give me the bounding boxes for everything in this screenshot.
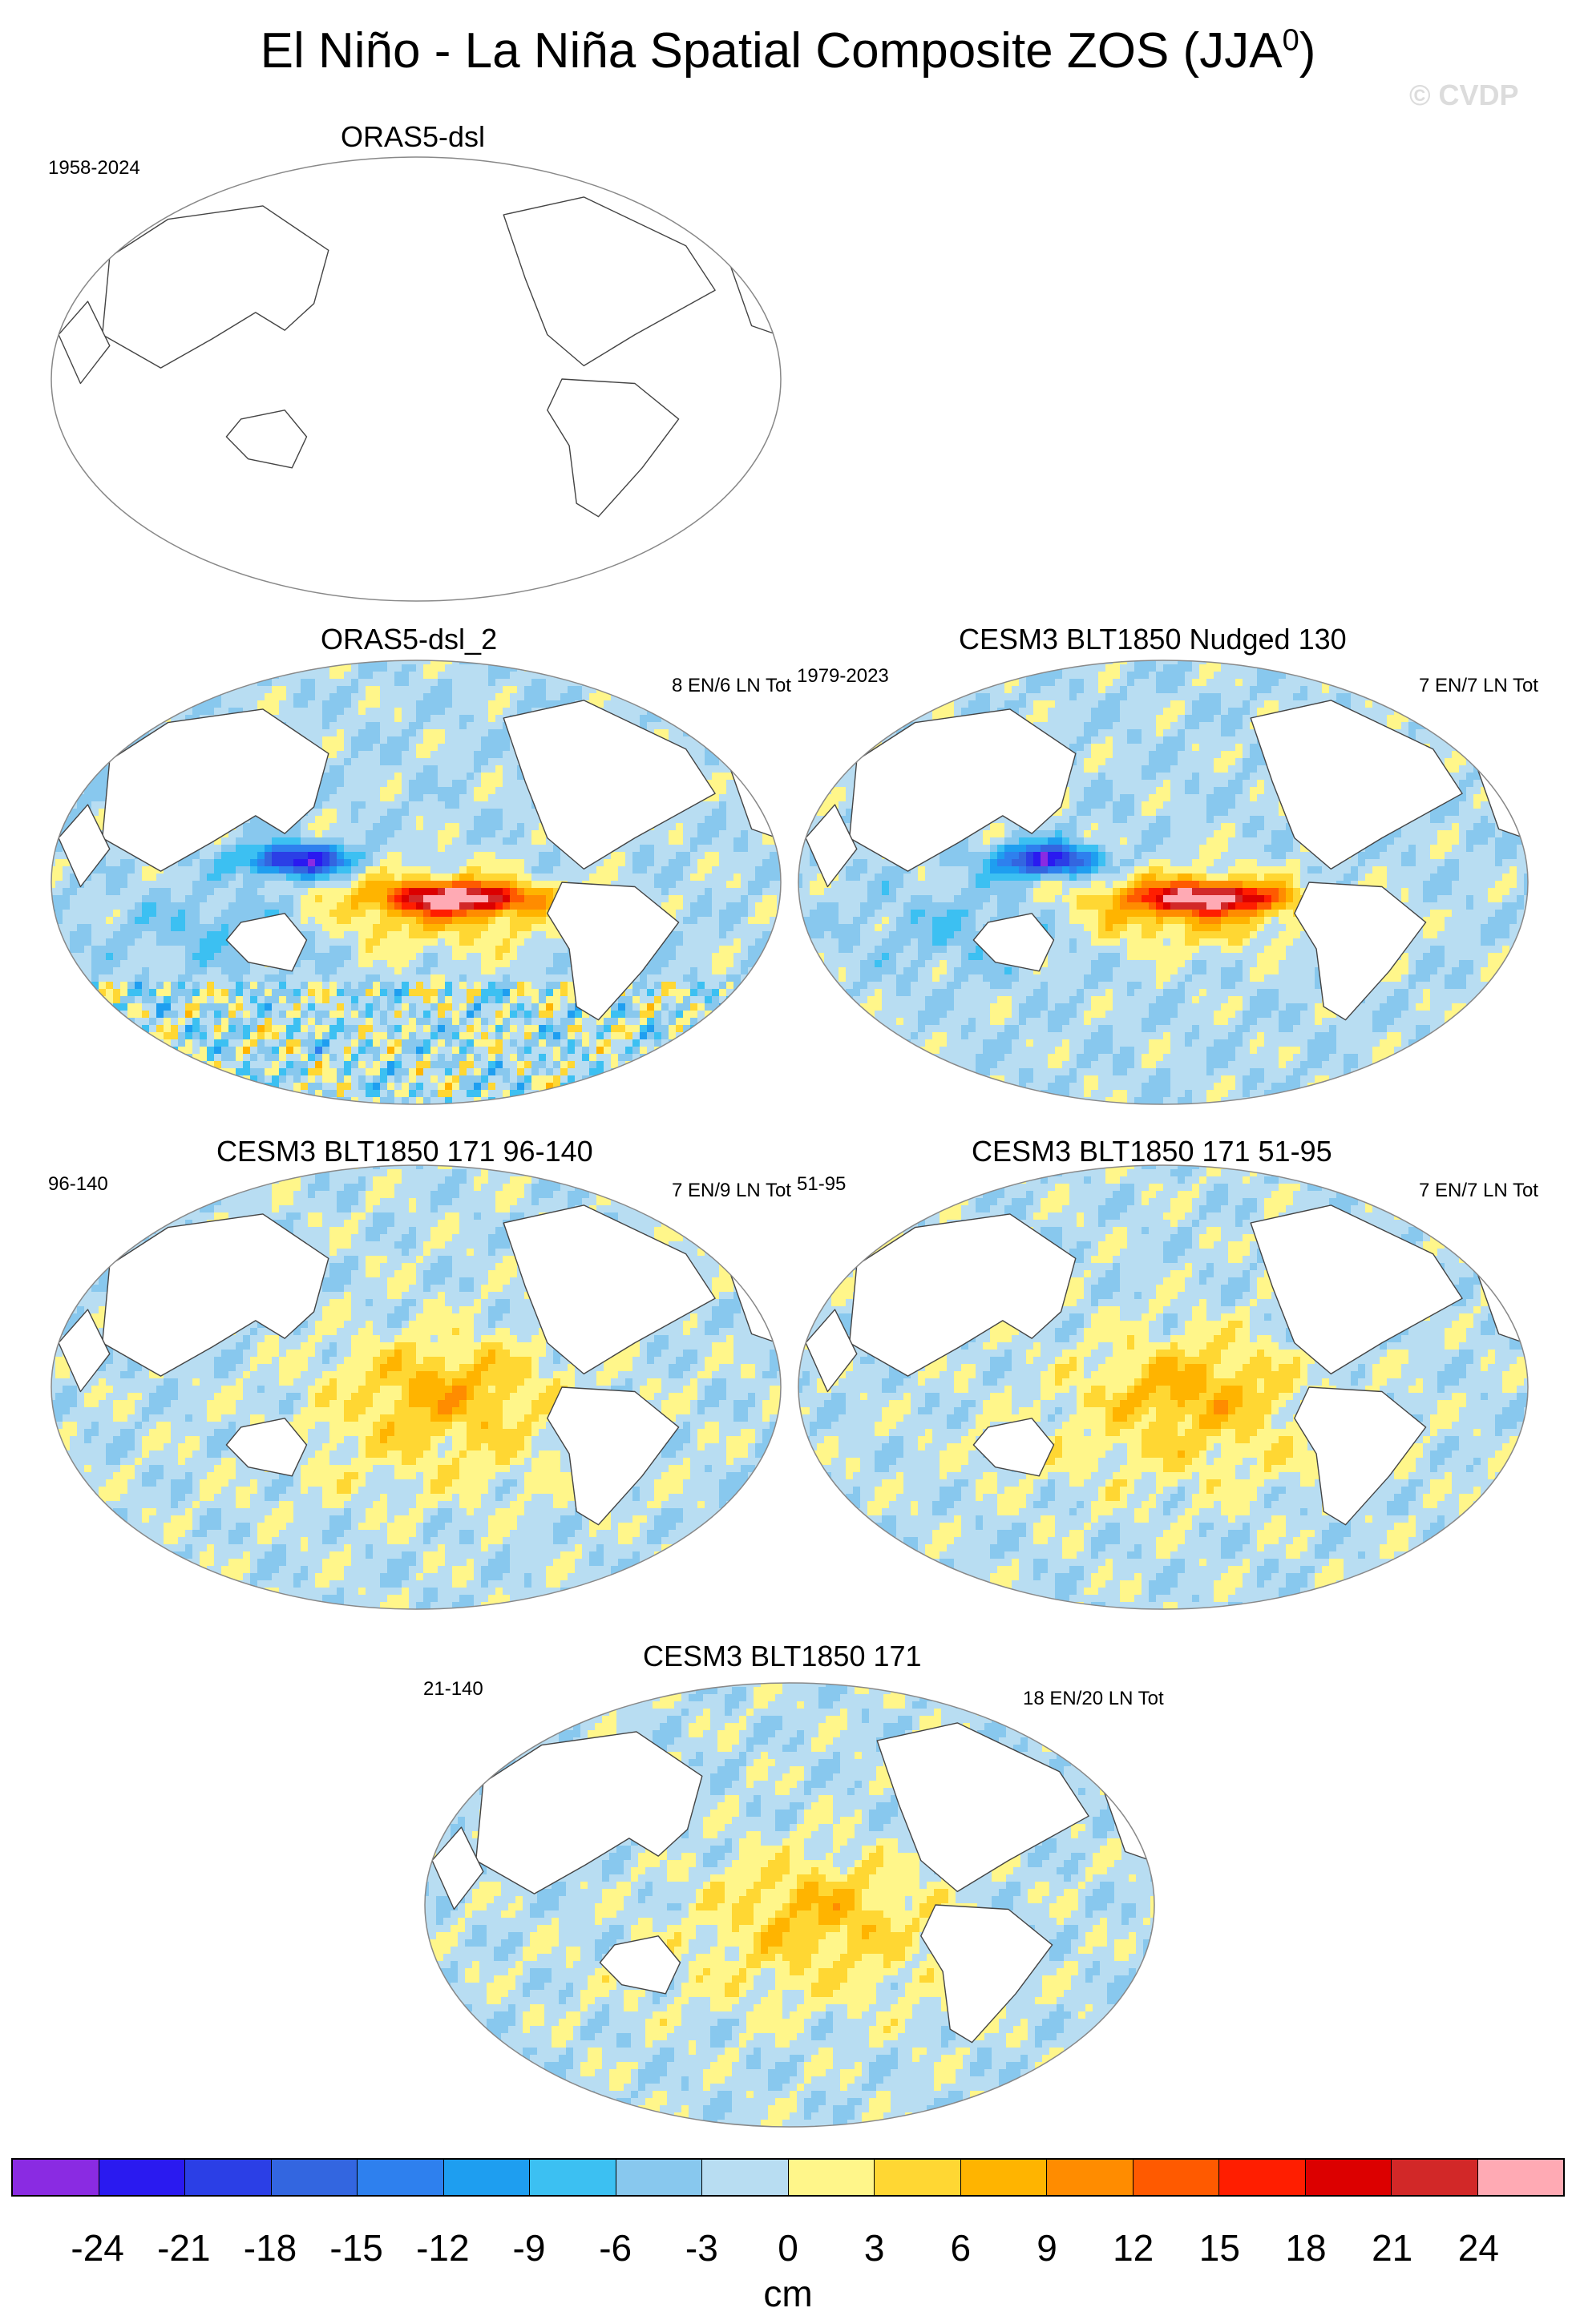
colorbar-tick-label: -9: [485, 2226, 573, 2270]
panel-5-event-count: 7 EN/7 LN Tot: [1419, 1180, 1538, 1202]
colorbar-tick-label: -15: [313, 2226, 401, 2270]
panel-2-title: ORAS5-dsl_2: [321, 623, 497, 656]
panel-6-period: 21-140: [423, 1678, 483, 1701]
panel-6-title: CESM3 BLT1850 171: [643, 1640, 922, 1673]
colorbar-tick-label: -24: [54, 2226, 142, 2270]
colorbar-tick-label: -21: [139, 2226, 228, 2270]
colorbar-tick-label: 21: [1348, 2226, 1437, 2270]
colorbar-swatch: [358, 2160, 444, 2195]
colorbar-swatch: [1133, 2160, 1219, 2195]
colorbar-swatch: [99, 2160, 185, 2195]
panel-1-title: ORAS5-dsl: [341, 120, 485, 154]
colorbar-swatch: [1305, 2160, 1392, 2195]
panel-3-event-count: 7 EN/7 LN Tot: [1419, 675, 1538, 697]
colorbar-tick-label: 3: [830, 2226, 919, 2270]
panel-3-map: [798, 660, 1529, 1105]
panel-6-event-count: 18 EN/20 LN Tot: [1023, 1688, 1164, 1710]
panel-5-title: CESM3 BLT1850 171 51-95: [972, 1135, 1332, 1168]
colorbar-tick-label: 9: [1003, 2226, 1091, 2270]
colorbar-tick-label: 12: [1089, 2226, 1178, 2270]
panel-5-period: 51-95: [797, 1173, 846, 1196]
colorbar-swatch: [443, 2160, 530, 2195]
colorbar-swatch: [960, 2160, 1047, 2195]
colorbar-swatch: [702, 2160, 789, 2195]
colorbar-tick-label: 0: [744, 2226, 832, 2270]
panel-2-event-count: 8 EN/6 LN Tot: [672, 675, 791, 697]
panel-4-map: [51, 1164, 782, 1610]
colorbar-swatch: [530, 2160, 616, 2195]
panel-4-title: CESM3 BLT1850 171 96-140: [216, 1135, 593, 1168]
colorbar-tick-label: -12: [398, 2226, 487, 2270]
figure-title: El Niño - La Niña Spatial Composite ZOS …: [0, 22, 1576, 79]
colorbar-tick-label: -6: [572, 2226, 660, 2270]
colorbar-tick-label: -3: [657, 2226, 746, 2270]
colorbar-tick-label: -18: [226, 2226, 314, 2270]
colorbar-swatch: [1219, 2160, 1306, 2195]
panel-2-map: [51, 660, 782, 1105]
panel-4-period: 96-140: [48, 1173, 108, 1196]
colorbar-swatch: [875, 2160, 961, 2195]
colorbar-swatch: [185, 2160, 272, 2195]
colorbar-swatch: [13, 2160, 99, 2195]
colorbar-swatch: [271, 2160, 358, 2195]
colorbar-tick-label: 18: [1262, 2226, 1350, 2270]
panel-1-map: [51, 156, 782, 602]
colorbar-units: cm: [0, 2272, 1576, 2315]
copyright-watermark: © CVDP: [1409, 79, 1519, 112]
colorbar-swatch: [1392, 2160, 1478, 2195]
panel-5-map: [798, 1164, 1529, 1610]
colorbar-tick-label: 15: [1175, 2226, 1263, 2270]
panel-3-period: 1979-2023: [797, 665, 889, 688]
panel-1-period: 1958-2024: [48, 157, 140, 180]
colorbar-tick-label: 24: [1434, 2226, 1522, 2270]
colorbar-swatch: [1477, 2160, 1563, 2195]
colorbar: [11, 2158, 1565, 2197]
colorbar-tick-label: 6: [916, 2226, 1004, 2270]
panel-3-title: CESM3 BLT1850 Nudged 130: [959, 623, 1347, 656]
colorbar-swatch: [616, 2160, 702, 2195]
colorbar-swatch: [788, 2160, 875, 2195]
panel-4-event-count: 7 EN/9 LN Tot: [672, 1180, 791, 1202]
panel-6-map: [424, 1682, 1155, 2128]
colorbar-swatch: [1047, 2160, 1134, 2195]
